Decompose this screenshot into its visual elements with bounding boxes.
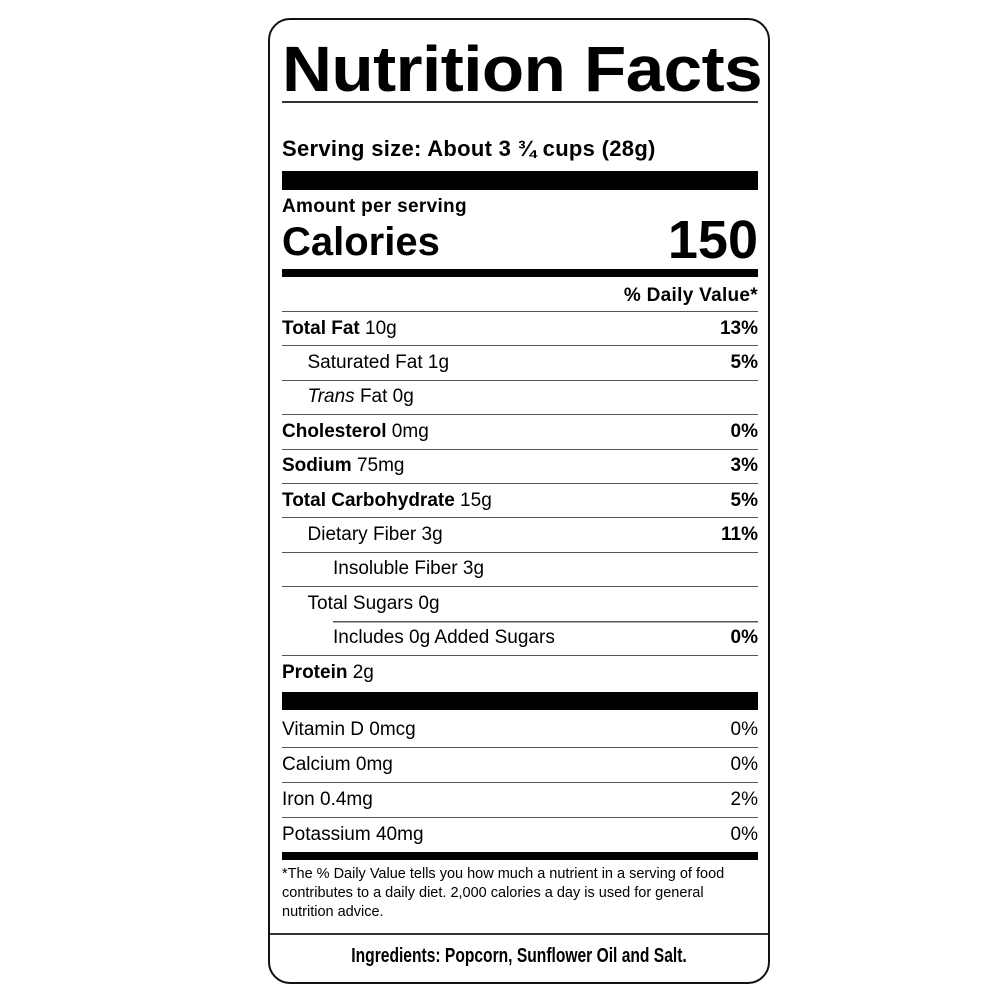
nutrient-daily-value: 0% <box>730 420 758 442</box>
nutrient-name: Insoluble Fiber 3g <box>282 558 484 580</box>
vitamin-row: Vitamin D 0mcg 0% <box>282 712 758 747</box>
nutrient-label: Protein <box>282 661 348 683</box>
nutrient-row: Sodium 75mg 3% <box>282 448 758 483</box>
nutrient-amount: Includes 0g Added Sugars <box>333 626 555 648</box>
nutrient-name: Cholesterol 0mg <box>282 421 429 443</box>
nutrient-label: Total Fat <box>282 317 360 339</box>
divider <box>282 101 758 103</box>
nutrient-name: Protein 2g <box>282 662 374 684</box>
nutrient-row: Cholesterol 0mg 0% <box>282 414 758 448</box>
nutrient-row: Includes 0g Added Sugars 0% <box>282 620 758 655</box>
vitamin-row: Iron 0.4mg 2% <box>282 782 758 817</box>
divider <box>270 933 768 935</box>
daily-value-header: % Daily Value* <box>623 285 758 306</box>
nutrient-amount: 10g <box>359 317 397 339</box>
nutrient-amount: 0mg <box>386 420 429 442</box>
nutrient-label: Cholesterol <box>282 420 387 442</box>
nutrient-name: Total Carbohydrate 15g <box>282 490 492 512</box>
calories-value: 150 <box>667 210 758 270</box>
vitamin-name: Calcium 0mg <box>282 754 393 775</box>
nutrient-daily-value: 5% <box>730 352 758 374</box>
vitamin-name: Vitamin D 0mcg <box>282 718 416 740</box>
nutrient-row: Insoluble Fiber 3g <box>282 551 758 586</box>
ingredients-text: Ingredients: Popcorn, Sunflower Oil and … <box>351 945 687 967</box>
vitamin-daily-value: 0% <box>730 824 758 845</box>
thick-divider <box>282 171 758 190</box>
nutrient-amount: 15g <box>454 489 492 511</box>
ingredients: Ingredients: Popcorn, Sunflower Oil and … <box>270 943 768 969</box>
nutrient-amount: Insoluble Fiber 3g <box>333 558 485 580</box>
vitamin-daily-value: 2% <box>730 789 758 810</box>
footnote: *The % Daily Value tells you how much a … <box>282 866 725 920</box>
nutrient-amount: Total Sugars 0g <box>307 592 440 614</box>
vitamin-list: Vitamin D 0mcg 0% Calcium 0mg 0% Iron 0.4mg 2… <box>282 712 758 852</box>
nutrient-daily-value: 0% <box>730 626 758 648</box>
vitamin-daily-value: 0% <box>730 718 758 740</box>
nutrient-name: Sodium 75mg <box>282 455 404 477</box>
calories-label: Calories <box>282 220 440 264</box>
nutrient-row: Protein 2g <box>282 654 758 689</box>
nutrient-name: Saturated Fat 1g <box>282 352 450 374</box>
serving-size: Serving size: About 3 ¾ cups (28g) <box>282 136 656 161</box>
nutrient-amount: Dietary Fiber 3g <box>307 524 443 546</box>
vitamin-name: Iron 0.4mg <box>282 789 373 810</box>
nutrient-row: Saturated Fat 1g 5% <box>282 345 758 379</box>
nutrient-label: Total Carbohydrate <box>282 489 455 511</box>
nutrient-row: Total Sugars 0g <box>282 586 758 620</box>
nutrient-row: Trans Fat 0g <box>282 379 758 414</box>
label-title: Nutrition Facts <box>282 33 763 105</box>
vitamin-daily-value: 0% <box>730 754 758 775</box>
nutrient-name: Total Sugars 0g <box>282 593 440 615</box>
nutrition-facts-label: Nutrition Facts Serving size: About 3 ¾ … <box>268 18 770 984</box>
nutrient-label: Trans <box>307 386 355 408</box>
vitamin-name: Potassium 40mg <box>282 824 424 845</box>
nutrient-name: Total Fat 10g <box>282 318 397 340</box>
nutrient-name: Trans Fat 0g <box>282 386 414 408</box>
nutrient-daily-value: 5% <box>730 489 758 511</box>
vitamin-row: Calcium 0mg 0% <box>282 747 758 782</box>
nutrient-row: Dietary Fiber 3g 11% <box>282 517 758 551</box>
nutrient-amount: Saturated Fat 1g <box>307 352 450 374</box>
thick-divider <box>282 692 758 710</box>
nutrient-list: Total Fat 10g 13% Saturated Fat 1g 5% Trans … <box>282 311 758 689</box>
medium-divider <box>282 852 758 860</box>
nutrient-label: Sodium <box>282 455 352 477</box>
nutrient-amount: 2g <box>347 661 374 683</box>
nutrient-name: Dietary Fiber 3g <box>282 524 443 546</box>
amount-per-serving: Amount per serving <box>282 196 467 217</box>
nutrient-row: Total Carbohydrate 15g 5% <box>282 482 758 517</box>
vitamin-row: Potassium 40mg 0% <box>282 817 758 852</box>
nutrient-row: Total Fat 10g 13% <box>282 311 758 345</box>
medium-divider <box>282 269 758 277</box>
nutrient-name: Includes 0g Added Sugars <box>282 627 555 649</box>
nutrient-amount: 75mg <box>351 455 405 477</box>
nutrient-amount: Fat 0g <box>354 386 414 408</box>
nutrient-daily-value: 3% <box>730 455 758 477</box>
nutrient-daily-value: 11% <box>721 524 758 546</box>
nutrient-daily-value: 13% <box>719 317 758 339</box>
